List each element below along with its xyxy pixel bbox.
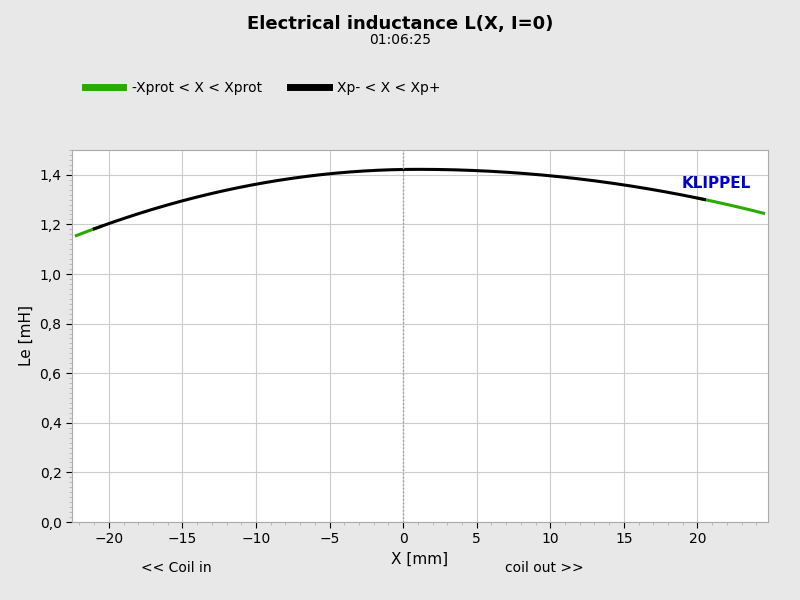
Text: << Coil in: << Coil in	[141, 561, 211, 575]
Y-axis label: Le [mH]: Le [mH]	[19, 305, 34, 367]
X-axis label: X [mm]: X [mm]	[391, 552, 449, 567]
Text: 01:06:25: 01:06:25	[369, 33, 431, 47]
Text: coil out >>: coil out >>	[505, 561, 583, 575]
Legend: -Xprot < X < Xprot, Xp- < X < Xp+: -Xprot < X < Xprot, Xp- < X < Xp+	[79, 75, 446, 100]
Text: Electrical inductance L(X, I=0): Electrical inductance L(X, I=0)	[247, 15, 553, 33]
Text: KLIPPEL: KLIPPEL	[682, 176, 750, 191]
